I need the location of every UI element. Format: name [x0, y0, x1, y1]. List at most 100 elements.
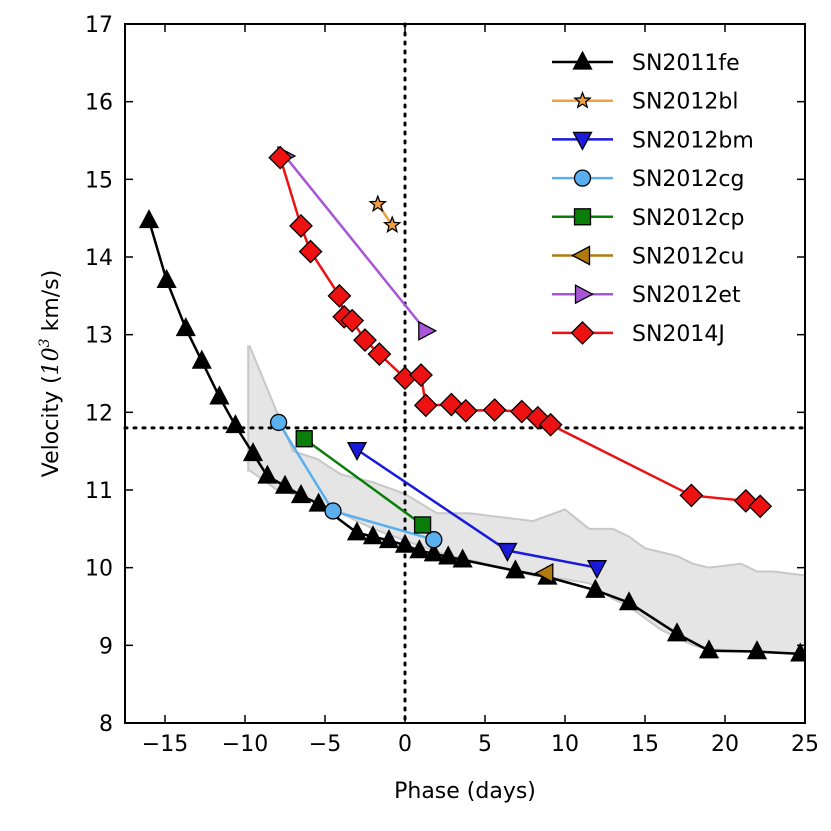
x-tick-label: −10	[222, 732, 268, 757]
series-SN2012bl	[368, 194, 402, 234]
data-point-SN2012cg	[269, 413, 288, 432]
legend-item-SN2012bm: SN2012bm	[552, 128, 754, 153]
data-point-SN2011fe	[308, 492, 329, 512]
series-SN2012bm	[346, 441, 608, 580]
data-point-SN2014J	[327, 283, 352, 308]
shaded-range-band	[247, 345, 805, 655]
y-tick-label: 15	[85, 168, 113, 193]
data-point-SN2011fe	[175, 317, 196, 337]
data-point-SN2011fe	[274, 474, 296, 494]
data-point-SN2012cg	[425, 531, 443, 549]
y-tick-label: 10	[85, 557, 113, 582]
series-SN2012et	[277, 145, 438, 341]
data-point-SN2014J	[340, 308, 365, 333]
data-point-SN2014J	[453, 398, 478, 423]
data-point-SN2012cg	[324, 502, 342, 520]
data-point-SN2014J	[289, 214, 313, 238]
data-point-SN2014J	[367, 342, 392, 367]
legend-label: SN2011fe	[632, 51, 740, 76]
data-point-SN2014J	[409, 363, 433, 387]
legend-marker	[573, 208, 592, 226]
y-axis-label-prefix: Velocity (	[39, 375, 64, 477]
data-point-SN2014J	[538, 412, 563, 437]
shaded-band-area	[247, 345, 805, 655]
y-tick-label: 16	[85, 91, 113, 116]
legend-marker	[570, 320, 595, 345]
series-SN2011fe	[138, 209, 805, 662]
data-point-SN2014J	[268, 145, 293, 170]
x-tick-label: 20	[711, 732, 739, 757]
data-point-SN2011fe	[409, 539, 430, 559]
data-point-SN2011fe	[209, 385, 230, 405]
data-point-SN2012cp	[295, 430, 313, 448]
data-point-SN2012bm	[346, 441, 368, 462]
legend-item-SN2012et: SN2012et	[552, 283, 741, 308]
data-point-SN2011fe	[585, 578, 606, 598]
data-point-SN2011fe	[618, 591, 640, 611]
y-axis-label: Velocity (103 km/s)	[37, 270, 64, 477]
data-point-SN2011fe	[746, 640, 768, 660]
legend-label: SN2012et	[632, 283, 741, 308]
legend-label: SN2012cg	[632, 167, 744, 192]
x-axis-label: Phase (days)	[394, 779, 536, 804]
series-line-SN2012cp	[303, 437, 424, 526]
legend-item-SN2012cu: SN2012cu	[552, 245, 744, 270]
data-point-SN2011fe	[666, 622, 688, 642]
y-axis-label-exponent: 3	[37, 338, 53, 347]
data-point-SN2012cp	[413, 516, 432, 534]
data-point-SN2011fe	[242, 442, 264, 462]
data-point-SN2011fe	[378, 529, 400, 549]
legend-marker	[571, 245, 591, 266]
data-point-SN2014J	[413, 393, 438, 418]
plot-frame	[124, 23, 806, 724]
data-point-SN2011fe	[138, 209, 160, 229]
data-point-SN2011fe	[698, 639, 720, 659]
y-tick-label: 17	[85, 13, 113, 38]
series-line-SN2012et	[284, 155, 427, 332]
data-point-SN2011fe	[362, 525, 384, 545]
data-point-SN2014J	[353, 328, 377, 353]
legend-marker	[574, 284, 594, 305]
x-tick-label: −5	[309, 732, 341, 757]
x-tick-label: −15	[142, 732, 188, 757]
y-tick-label: 11	[85, 479, 113, 504]
y-tick-label: 13	[85, 324, 113, 349]
legend-label: SN2012cp	[632, 206, 744, 231]
data-point-SN2011fe	[346, 521, 368, 541]
series-SN2012cp	[295, 430, 432, 534]
data-point-SN2014J	[748, 494, 773, 519]
series-SN2012cu	[534, 563, 554, 584]
legend-label: SN2012bm	[632, 128, 754, 153]
data-point-SN2011fe	[257, 464, 278, 484]
data-point-SN2012bm	[497, 542, 518, 562]
reference-lines	[123, 22, 807, 725]
y-tick-label: 9	[99, 634, 113, 659]
data-point-SN2014J	[482, 398, 507, 422]
data-point-SN2012bl	[382, 215, 402, 234]
legend-label: SN2014J	[632, 322, 725, 347]
y-tick-label: 8	[99, 712, 113, 737]
y-axis-label-base: 10	[39, 347, 64, 375]
x-tick-label: 5	[478, 732, 492, 757]
legend-label: SN2012cu	[632, 245, 744, 270]
data-point-SN2011fe	[423, 542, 444, 562]
legend: SN2011fe SN2012bl SN2012bm SN2012cg SN2012cp…	[552, 50, 754, 347]
legend-item-SN2012cg: SN2012cg	[552, 167, 744, 192]
data-point-SN2012bl	[368, 194, 388, 213]
legend-marker	[573, 90, 592, 109]
series-SN2012cg	[269, 413, 443, 549]
y-axis-label-suffix: km/s)	[39, 270, 64, 339]
x-tick-label: 10	[551, 732, 579, 757]
series-SN2014J	[268, 145, 773, 519]
data-point-SN2014J	[679, 483, 704, 508]
legend-item-SN2012bl: SN2012bl	[552, 90, 739, 115]
y-tick-label: 12	[85, 401, 113, 426]
x-tick-label: 15	[631, 732, 659, 757]
legend-label: SN2012bl	[632, 90, 739, 115]
data-point-SN2011fe	[438, 545, 459, 565]
x-tick-label: 25	[791, 732, 819, 757]
data-point-SN2011fe	[452, 548, 473, 568]
data-point-SN2011fe	[505, 559, 526, 579]
data-point-SN2012et	[418, 320, 438, 341]
